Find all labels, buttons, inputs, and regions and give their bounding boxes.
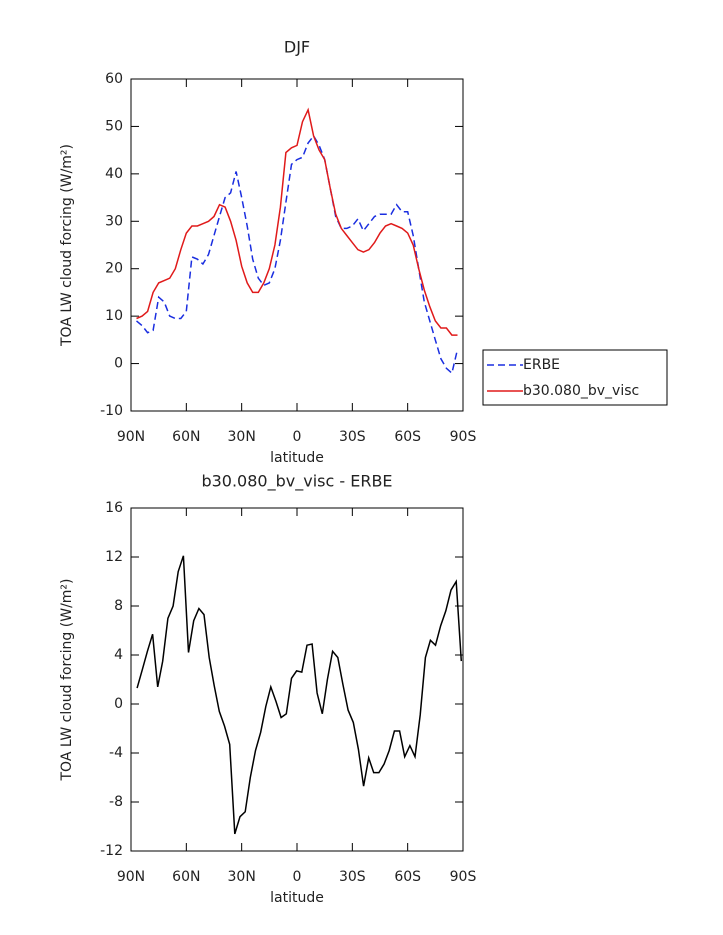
- y-tick-label: 4: [114, 647, 123, 663]
- data-line: [136, 555, 463, 835]
- data-line: [136, 134, 459, 375]
- y-tick-label: -10: [100, 403, 123, 419]
- y-tick-label: -8: [109, 794, 123, 810]
- x-tick-label: 30N: [228, 869, 256, 885]
- y-tick-label: 8: [114, 598, 123, 614]
- legend-label: b30.080_bv_visc: [523, 383, 639, 399]
- y-tick-label: 12: [105, 549, 123, 565]
- x-tick-label: 60S: [394, 429, 421, 445]
- x-tick-label: 90N: [117, 429, 145, 445]
- y-axis-label: TOA LW cloud forcing (W/m²): [59, 144, 75, 347]
- x-tick-label: 60S: [394, 869, 421, 885]
- x-axis-label: latitude: [270, 890, 324, 906]
- x-axis-label: latitude: [270, 450, 324, 466]
- y-tick-label: -12: [100, 843, 123, 859]
- x-tick-label: 0: [293, 869, 302, 885]
- legend-label: ERBE: [523, 357, 560, 373]
- x-tick-label: 90S: [450, 869, 477, 885]
- y-tick-label: 50: [105, 118, 123, 134]
- x-tick-label: 90N: [117, 869, 145, 885]
- x-tick-label: 90S: [450, 429, 477, 445]
- x-tick-label: 60N: [172, 429, 200, 445]
- y-tick-label: 0: [114, 356, 123, 372]
- y-tick-label: 30: [105, 213, 123, 229]
- x-tick-label: 0: [293, 429, 302, 445]
- x-tick-label: 30N: [228, 429, 256, 445]
- chart-title: DJF: [284, 38, 310, 57]
- x-tick-label: 30S: [339, 869, 366, 885]
- y-tick-label: 60: [105, 71, 123, 87]
- plot-frame: [130, 507, 464, 852]
- y-tick-label: 40: [105, 166, 123, 182]
- x-tick-label: 60N: [172, 869, 200, 885]
- y-tick-label: 20: [105, 261, 123, 277]
- y-tick-label: 10: [105, 308, 123, 324]
- y-tick-label: 16: [105, 500, 123, 516]
- y-axis-label: TOA LW cloud forcing (W/m²): [59, 579, 75, 782]
- y-tick-label: 0: [114, 696, 123, 712]
- y-tick-label: -4: [109, 745, 123, 761]
- chart-title: b30.080_bv_visc - ERBE: [201, 472, 392, 492]
- x-tick-label: 30S: [339, 429, 366, 445]
- legend-box: [482, 349, 668, 406]
- data-line: [136, 107, 458, 336]
